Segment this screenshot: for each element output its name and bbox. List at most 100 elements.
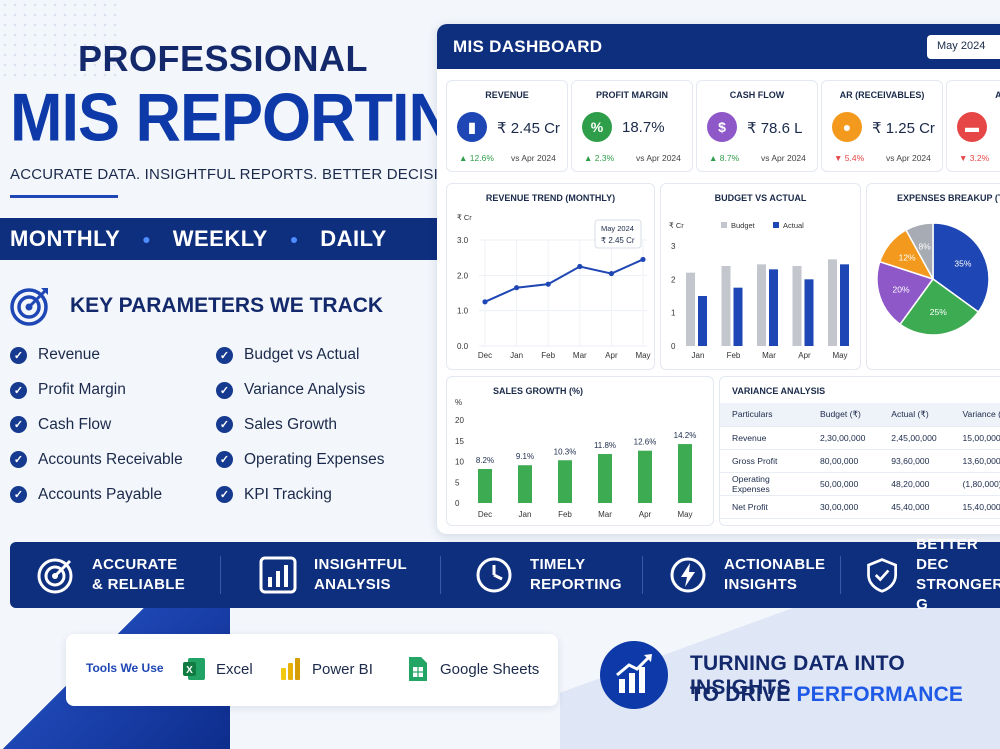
table-cell: Net Profit xyxy=(720,495,808,519)
parameter-label: Variance Analysis xyxy=(244,381,366,399)
y-tick-label: 1.0 xyxy=(457,307,469,316)
bar xyxy=(678,444,692,503)
month-selector[interactable]: May 2024 xyxy=(927,35,1000,59)
pie-slice xyxy=(899,277,980,336)
data-point xyxy=(514,285,520,291)
kpi-label: REVENUE xyxy=(485,90,529,100)
frequency-daily: DAILY xyxy=(320,226,387,251)
table-cell: (1,80,000) xyxy=(950,472,1000,496)
bar xyxy=(828,259,837,346)
legend-swatch xyxy=(773,222,779,228)
x-tick-label: Jan xyxy=(519,510,532,519)
tool-excel: X Excel xyxy=(182,654,253,684)
kpi-change: ▼ 5.4% xyxy=(834,153,865,163)
x-tick-label: Dec xyxy=(478,510,492,519)
parameter-list-right: ✓ Budget vs Actual ✓ Variance Analysis ✓ Sa… xyxy=(216,338,384,512)
x-tick-label: Jan xyxy=(510,351,523,360)
check-icon: ✓ xyxy=(10,381,27,399)
parameter-label: KPI Tracking xyxy=(244,485,332,503)
table-cell: 50,00,000 xyxy=(808,472,880,496)
parameter-item: ✓ Variance Analysis xyxy=(216,373,384,408)
budget-vs-actual-chart: ₹ Cr 0 1 2 3 Budget Actual Jan Feb Mar Apr May xyxy=(669,221,849,360)
legend-label: Budget xyxy=(731,221,756,230)
kpi-value: ₹ 1.25 Cr xyxy=(872,120,935,137)
kpi-value: ₹ 2.45 Cr xyxy=(497,120,560,137)
kpi-comparison: vs Apr 2024 xyxy=(511,153,556,163)
data-point xyxy=(608,270,614,277)
kpi-label: AP (P xyxy=(995,90,1000,100)
x-tick-label: May xyxy=(677,510,692,519)
parameter-item: ✓ Operating Expenses xyxy=(216,442,384,477)
x-tick-label: Mar xyxy=(573,351,587,360)
wallet-icon: ▬ xyxy=(957,112,987,142)
key-parameters-title: KEY PARAMETERS WE TRACK xyxy=(70,294,384,317)
x-tick-label: Feb xyxy=(558,510,572,519)
y-tick-label: 2 xyxy=(671,275,676,284)
table-cell: Budget (₹) xyxy=(808,403,880,427)
tooltip-value: ₹ 2.45 Cr xyxy=(601,236,635,245)
shield-icon xyxy=(867,558,897,593)
kpi-change: ▼ 3.2% xyxy=(959,153,990,163)
table-row: Revenue 2,30,00,000 2,45,00,000 15,00,000 xyxy=(720,426,1000,450)
percent-icon: % xyxy=(582,112,612,142)
feature-timely: TIMELY REPORTING xyxy=(474,542,622,608)
feature-label: TIMELY REPORTING xyxy=(530,556,622,593)
table-cell: 48,20,000 xyxy=(879,472,951,496)
bar xyxy=(721,266,731,346)
data-label: 12.6% xyxy=(634,438,657,447)
y-axis-label: ₹ Cr xyxy=(457,213,472,222)
y-axis-label: % xyxy=(455,398,462,407)
check-icon: ✓ xyxy=(216,486,233,504)
svg-text:X: X xyxy=(186,665,193,676)
bar xyxy=(804,279,814,346)
table-cell: Revenue xyxy=(720,426,808,450)
frequency-bar: MONTHLY ● WEEKLY ● DAILY xyxy=(0,218,440,260)
frequency-monthly: MONTHLY xyxy=(10,226,121,251)
kpi-label: CASH FLOW xyxy=(729,90,785,100)
table-cell: Actual (₹) xyxy=(879,403,951,427)
sales-growth-chart: % 0 5 10 15 20 8.2% Dec 9.1% Jan 10.3% Feb 11.8% Mar 1… xyxy=(455,398,697,519)
x-tick-label: Mar xyxy=(762,351,776,360)
excel-icon: X xyxy=(183,658,205,680)
sheets-icon xyxy=(409,657,427,681)
chart-title: BUDGET VS ACTUAL xyxy=(714,193,807,203)
data-point xyxy=(577,263,583,270)
feature-accurate: ACCURATE & RELIABLE xyxy=(36,542,185,608)
clock-icon xyxy=(476,557,512,593)
x-tick-label: Jan xyxy=(692,351,705,360)
kpi-comparison: vs Apr 2024 xyxy=(886,153,931,163)
y-tick-label: 15 xyxy=(455,437,464,446)
bar xyxy=(518,465,532,503)
kpi-card: REVENUE ▮ ₹ 2.45 Cr ▲ 12.6% vs Apr 2024 xyxy=(446,80,568,172)
slice-label: 25% xyxy=(930,307,947,317)
person-icon: ● xyxy=(832,112,862,142)
y-tick-label: 2.0 xyxy=(457,271,469,280)
feature-strip: ACCURATE & RELIABLE INSIGHTFUL ANALYSIS TI… xyxy=(10,536,1000,613)
bar xyxy=(698,296,707,346)
data-label: 11.8% xyxy=(594,441,616,450)
parameter-item: ✓ Cash Flow xyxy=(10,408,183,443)
hero-tagline: ACCURATE DATA. INSIGHTFUL REPORTS. BETTE… xyxy=(10,166,476,183)
check-icon: ✓ xyxy=(216,451,233,469)
variance-table: Particulars Budget (₹) Actual (₹) Variance … xyxy=(720,403,1000,519)
check-icon: ✓ xyxy=(10,486,27,504)
y-tick-label: 1 xyxy=(671,309,676,318)
bar xyxy=(598,454,612,503)
data-label: 8.2% xyxy=(476,456,494,465)
table-cell: Operating Expenses xyxy=(720,472,808,496)
parameter-item: ✓ Budget vs Actual xyxy=(216,338,384,373)
kpi-card: CASH FLOW $ ₹ 78.6 L ▲ 8.7% vs Apr 2024 xyxy=(696,80,818,172)
check-icon: ✓ xyxy=(216,416,233,434)
table-cell: Variance (₹ xyxy=(950,403,1000,427)
table-header-row: Particulars Budget (₹) Actual (₹) Variance … xyxy=(720,403,1000,427)
parameter-item: ✓ KPI Tracking xyxy=(216,477,384,512)
hero-title: MIS REPORTING xyxy=(10,80,502,156)
y-axis-label: ₹ Cr xyxy=(669,221,684,230)
data-label: 14.2% xyxy=(674,431,697,440)
feature-actionable: ACTIONABLE INSIGHTS xyxy=(668,542,825,608)
y-tick-label: 0 xyxy=(455,499,460,508)
table-row: Gross Profit 80,00,000 93,60,000 13,60,000 xyxy=(720,449,1000,473)
y-tick-label: 0.0 xyxy=(457,342,469,351)
cta-line2: TO DRIVE PERFORMANCE xyxy=(690,683,964,706)
x-tick-label: Feb xyxy=(727,351,741,360)
